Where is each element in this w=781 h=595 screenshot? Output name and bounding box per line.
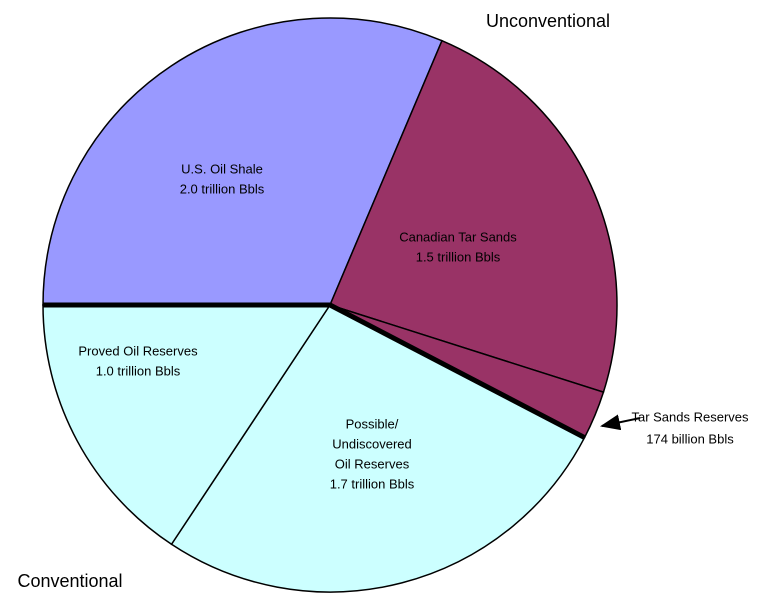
annotation: Conventional [17,571,122,591]
callout-arrow [600,414,641,431]
annotation: Unconventional [486,11,610,31]
slice [42,17,443,306]
slice-label: Possible/ [346,416,399,431]
slice [328,39,618,394]
slice-label: U.S. Oil Shale [181,161,263,176]
slice [42,304,332,546]
slice-label: Undiscovered [332,436,412,451]
slice [170,304,586,593]
slice-label: Proved Oil Reserves [78,343,198,358]
slice-label: Canadian Tar Sands [399,229,517,244]
value-label: 1.5 trillion Bbls [416,249,501,264]
group-divider [328,302,586,440]
slice-label: Tar Sands Reserves [631,409,749,424]
value-label: 174 billion Bbls [646,431,734,446]
value-label: 2.0 trillion Bbls [180,181,265,196]
value-label: 1.7 trillion Bbls [330,476,415,491]
value-label: 1.0 trillion Bbls [96,363,181,378]
slice-label: Oil Reserves [335,456,410,471]
